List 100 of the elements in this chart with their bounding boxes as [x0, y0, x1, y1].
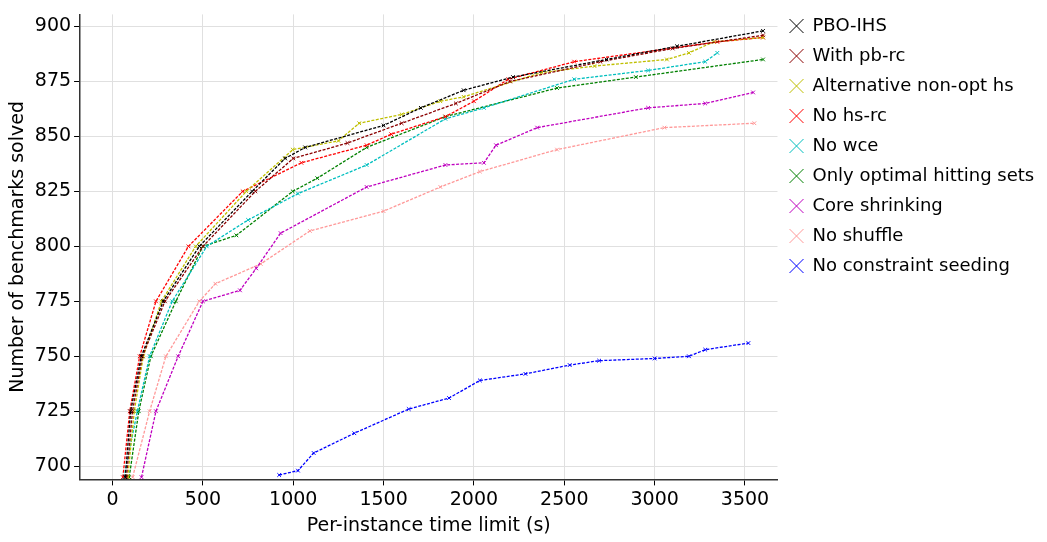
legend-label: No shuffle [812, 223, 904, 245]
point [345, 140, 350, 146]
y-tick-label: 875 [34, 68, 72, 91]
point [461, 94, 466, 100]
point [356, 120, 362, 126]
legend-label: PBO-IHS [812, 13, 887, 35]
point [364, 162, 369, 168]
point [493, 142, 499, 148]
point [571, 76, 577, 82]
point [554, 85, 560, 91]
point [702, 347, 708, 353]
point [204, 244, 210, 249]
legend-label: Core shrinking [812, 193, 943, 215]
x-tick-label: 3500 [720, 486, 770, 509]
point [364, 184, 369, 190]
point [186, 244, 191, 249]
point [169, 298, 175, 304]
point [311, 450, 317, 456]
point [276, 472, 282, 478]
point [307, 228, 313, 234]
point [438, 184, 443, 190]
y-tick-label: 900 [34, 13, 72, 36]
point [438, 98, 443, 104]
point [173, 298, 179, 304]
point [567, 362, 573, 368]
point [662, 125, 667, 130]
point [453, 101, 459, 106]
point [686, 353, 692, 359]
point [418, 105, 424, 111]
point [163, 353, 169, 359]
point [196, 298, 202, 304]
point [477, 378, 483, 383]
x-tick-label: 2000 [449, 486, 499, 509]
point [477, 169, 483, 174]
x-tick-label: 2500 [540, 486, 589, 509]
x-tick-label: 500 [184, 486, 222, 509]
point [670, 46, 676, 51]
point [481, 160, 487, 166]
legend-label: Only optimal hitting sets [812, 163, 1035, 185]
point [674, 43, 680, 49]
point [200, 298, 206, 304]
point [746, 340, 751, 346]
point [336, 138, 341, 144]
y-tick-label: 700 [34, 453, 72, 476]
x-tick-label: 1000 [269, 486, 318, 509]
point [381, 208, 386, 214]
legend-label: No wce [812, 133, 879, 155]
x-axis-title: Per-instance time limit (s) [306, 512, 551, 535]
point [760, 28, 766, 34]
y-tick-label: 725 [34, 398, 72, 421]
x-tick-label: 1500 [359, 486, 408, 509]
point [388, 131, 394, 137]
point [652, 356, 657, 361]
point [295, 191, 301, 196]
point [702, 101, 708, 106]
point [702, 59, 708, 65]
point [399, 112, 405, 117]
point [664, 57, 670, 62]
y-tick-label: 825 [34, 178, 72, 201]
point [258, 261, 264, 267]
point [237, 287, 243, 293]
point [760, 57, 766, 62]
point [471, 98, 477, 104]
y-tick-label: 800 [34, 233, 72, 256]
point [249, 189, 255, 194]
point [253, 266, 259, 271]
point [234, 233, 239, 238]
y-tick-label: 850 [34, 123, 72, 146]
point [554, 147, 560, 152]
point [314, 175, 320, 181]
x-tick-label: 0 [106, 486, 119, 509]
point [714, 50, 720, 56]
point [302, 145, 308, 150]
legend-label: Alternative non-opt hs [812, 73, 1014, 95]
y-tick-label: 750 [34, 343, 72, 366]
point [295, 468, 301, 473]
point [175, 353, 181, 359]
x-tick-label: 3000 [630, 486, 679, 509]
point [523, 371, 528, 377]
point [406, 406, 412, 412]
point [153, 408, 159, 414]
point [645, 68, 651, 73]
point [633, 74, 639, 80]
point [571, 59, 577, 65]
point [686, 50, 692, 56]
point [245, 217, 251, 223]
point [461, 87, 466, 93]
point [352, 430, 357, 436]
point [534, 125, 540, 130]
point [598, 59, 603, 65]
point [139, 474, 144, 480]
point [381, 123, 386, 128]
y-tick-label: 775 [34, 288, 72, 311]
point [481, 105, 487, 111]
point [153, 298, 159, 304]
point [645, 105, 651, 111]
point [299, 160, 304, 166]
point [290, 189, 296, 194]
point [278, 230, 283, 236]
y-axis-title: Number of benchmarks solved [5, 101, 28, 393]
